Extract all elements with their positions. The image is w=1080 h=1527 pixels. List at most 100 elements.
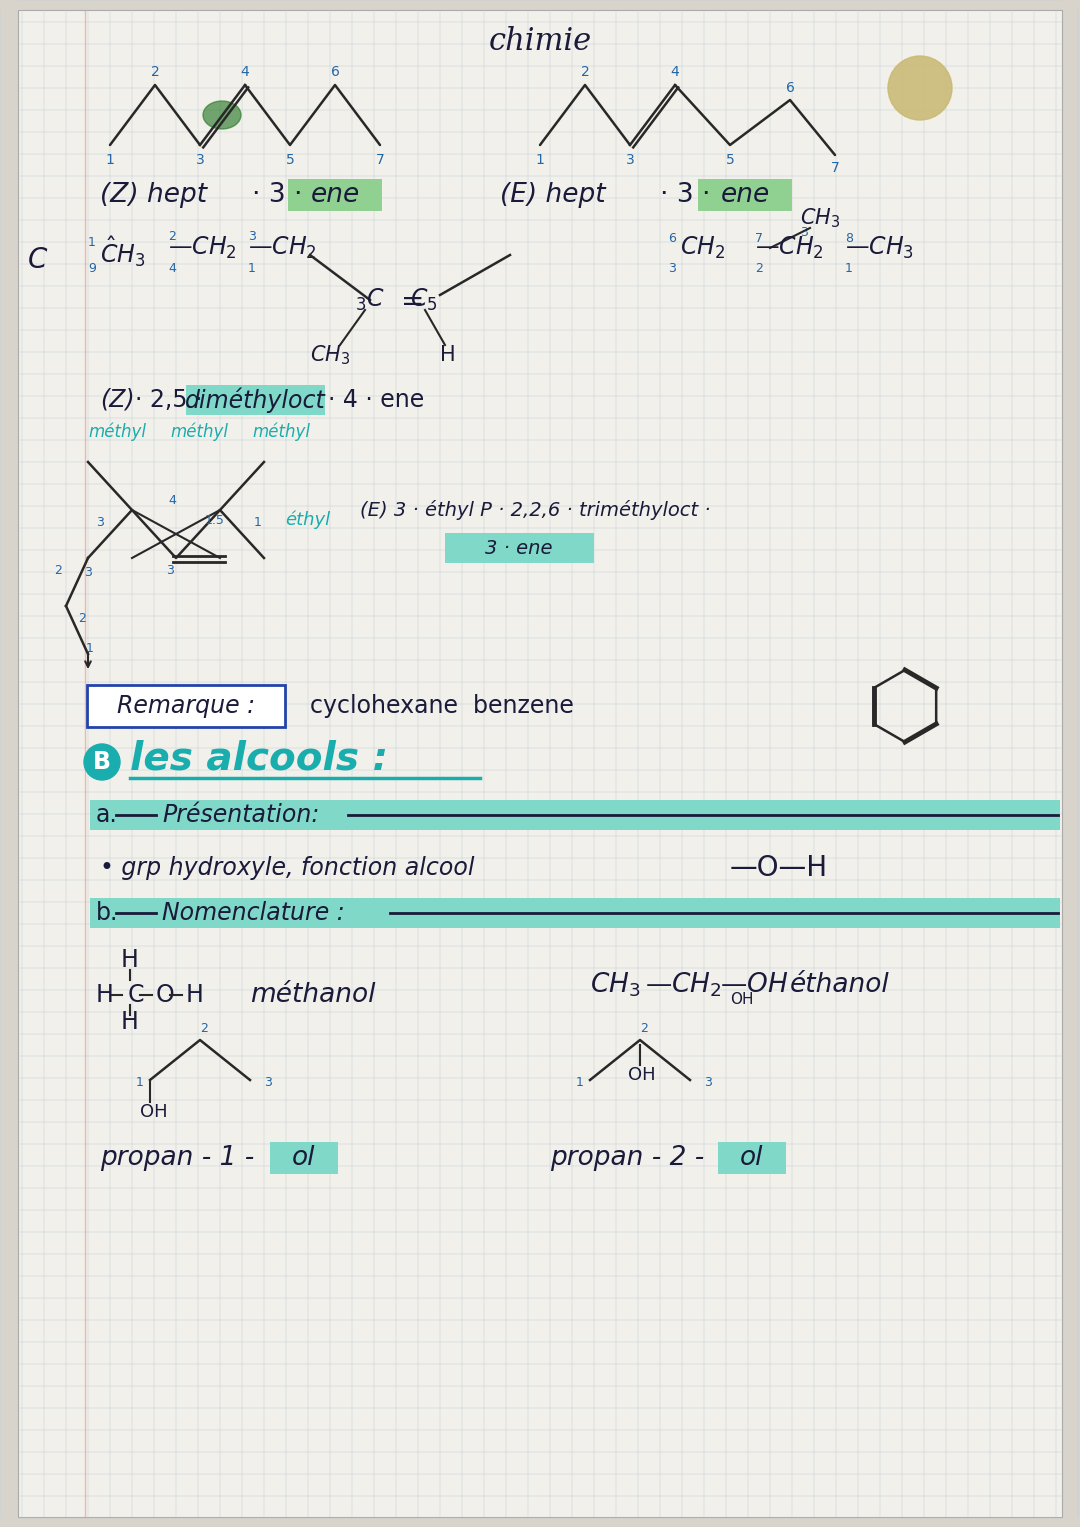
Text: 4: 4 (671, 66, 679, 79)
Text: $CH_3$: $CH_3$ (590, 971, 640, 999)
Ellipse shape (203, 101, 241, 128)
Text: 4: 4 (241, 66, 249, 79)
Text: diméthyloct: diméthyloct (185, 388, 325, 412)
FancyBboxPatch shape (90, 898, 1059, 928)
Text: 3: 3 (669, 261, 676, 275)
Text: 3: 3 (84, 565, 92, 579)
Text: propan - 1 -: propan - 1 - (100, 1145, 254, 1171)
Text: ene: ene (720, 182, 770, 208)
Text: 1: 1 (106, 153, 114, 166)
Text: O: O (156, 983, 175, 1006)
Text: chimie: chimie (488, 26, 592, 58)
FancyBboxPatch shape (288, 179, 382, 211)
Text: · 3 ·: · 3 · (660, 182, 711, 208)
Text: 1: 1 (536, 153, 544, 166)
Text: · 2,5 ·: · 2,5 · (135, 388, 202, 412)
FancyBboxPatch shape (90, 800, 1059, 831)
Text: éthyl: éthyl (285, 510, 330, 530)
Text: 1: 1 (87, 235, 96, 249)
Text: a.: a. (96, 803, 118, 828)
Text: (E) 3 · éthyl P · 2,2,6 · triméthyloct ·: (E) 3 · éthyl P · 2,2,6 · triméthyloct · (360, 499, 711, 521)
Text: 1.5: 1.5 (205, 513, 225, 527)
Text: H: H (186, 983, 204, 1006)
Text: ene: ene (310, 182, 360, 208)
Text: (Z): (Z) (100, 388, 135, 412)
Text: 3: 3 (248, 229, 256, 243)
Text: 4: 4 (168, 493, 176, 507)
Circle shape (888, 56, 951, 121)
Text: 2: 2 (581, 66, 590, 79)
FancyBboxPatch shape (87, 686, 285, 727)
Text: 3: 3 (195, 153, 204, 166)
Text: 4: 4 (168, 261, 176, 275)
Text: 2: 2 (78, 611, 86, 625)
FancyBboxPatch shape (445, 533, 594, 563)
Text: méthanol: méthanol (249, 982, 376, 1008)
Text: $CH_3$: $CH_3$ (310, 344, 350, 366)
Text: $— OH$: $— OH$ (720, 973, 788, 999)
Text: $— CH_2$: $— CH_2$ (168, 235, 237, 261)
Text: 3: 3 (166, 563, 174, 577)
Text: 1: 1 (86, 641, 94, 655)
Text: $— CH_3$: $— CH_3$ (845, 235, 914, 261)
Text: $=$: $=$ (395, 286, 422, 315)
Text: 1: 1 (576, 1075, 584, 1089)
Text: méthyl: méthyl (170, 423, 228, 441)
Text: $CH_3$: $CH_3$ (800, 206, 840, 229)
Text: C: C (28, 246, 48, 273)
Text: 8: 8 (845, 232, 853, 244)
Text: 3: 3 (625, 153, 634, 166)
Text: 2: 2 (640, 1022, 648, 1034)
Text: $— CH_2$: $— CH_2$ (755, 235, 824, 261)
Text: $— CH_2$: $— CH_2$ (248, 235, 316, 261)
Text: méthyl: méthyl (252, 423, 310, 441)
Text: 3: 3 (704, 1075, 712, 1089)
Text: $\hat{C}H_3$: $\hat{C}H_3$ (100, 235, 146, 269)
Text: 1: 1 (248, 261, 256, 275)
Text: $C_5$: $C_5$ (410, 287, 437, 313)
Text: • grp hydroxyle, fonction alcool: • grp hydroxyle, fonction alcool (100, 857, 474, 880)
Text: H: H (440, 345, 456, 365)
Text: —O—H: —O—H (730, 854, 828, 883)
Text: B: B (93, 750, 111, 774)
Text: $— CH_2$: $— CH_2$ (645, 971, 721, 999)
Text: ol: ol (293, 1145, 315, 1171)
Text: 7: 7 (376, 153, 384, 166)
Text: (E) hept: (E) hept (500, 182, 606, 208)
Text: 1: 1 (254, 516, 262, 528)
Text: 5: 5 (726, 153, 734, 166)
Text: · 4 · ene: · 4 · ene (328, 388, 424, 412)
Text: les alcools :: les alcools : (130, 739, 388, 777)
Text: H: H (121, 948, 139, 973)
FancyBboxPatch shape (698, 179, 792, 211)
FancyBboxPatch shape (18, 11, 1062, 1516)
Text: H: H (121, 1009, 139, 1034)
Text: éthanol: éthanol (789, 973, 890, 999)
Text: 6: 6 (669, 232, 676, 244)
Text: méthyl: méthyl (87, 423, 146, 441)
Text: $_3C$: $_3C$ (355, 287, 384, 313)
Text: OH: OH (627, 1066, 656, 1084)
Text: ol: ol (740, 1145, 764, 1171)
Text: 6: 6 (330, 66, 339, 79)
Text: b.: b. (96, 901, 119, 925)
Circle shape (84, 744, 120, 780)
Text: 2: 2 (755, 261, 762, 275)
Text: OH: OH (140, 1102, 167, 1121)
Text: cyclohexane  benzene: cyclohexane benzene (310, 693, 573, 718)
Text: 7: 7 (831, 160, 839, 176)
Text: 1: 1 (845, 261, 853, 275)
Text: 3: 3 (96, 516, 104, 528)
FancyBboxPatch shape (718, 1142, 786, 1174)
Text: Présentation:: Présentation: (162, 803, 320, 828)
FancyBboxPatch shape (270, 1142, 338, 1174)
Text: OH: OH (730, 993, 754, 1008)
Text: 1: 1 (136, 1075, 144, 1089)
Text: (Z) hept: (Z) hept (100, 182, 207, 208)
Text: 7: 7 (755, 232, 762, 244)
FancyBboxPatch shape (186, 385, 325, 415)
Text: 5: 5 (285, 153, 295, 166)
Text: 9: 9 (87, 261, 96, 275)
Text: 2: 2 (200, 1022, 207, 1034)
Text: 6: 6 (785, 81, 795, 95)
